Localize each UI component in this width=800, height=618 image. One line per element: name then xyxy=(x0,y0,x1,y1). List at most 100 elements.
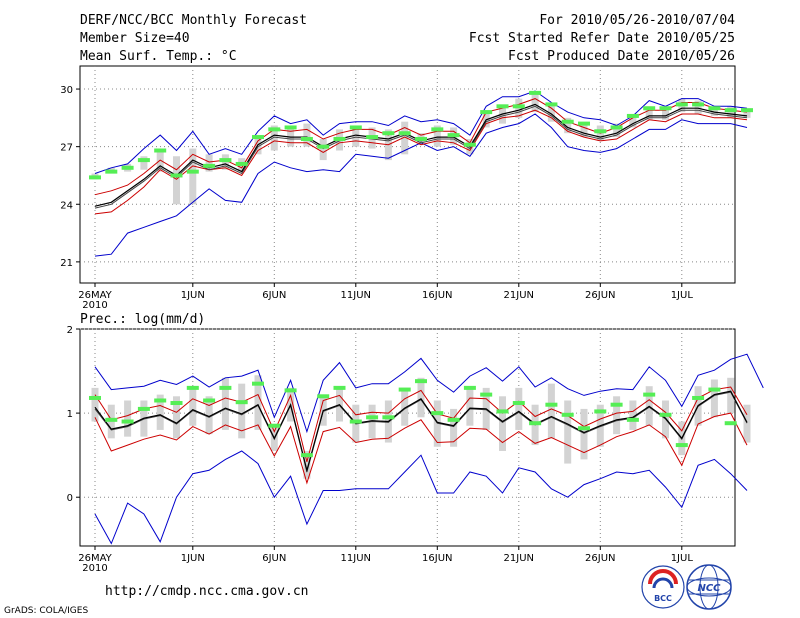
precip-spread-box xyxy=(450,408,458,447)
precip-xtick-label: 26MAY xyxy=(78,553,112,564)
precip-ytick-label: 1 xyxy=(67,409,73,420)
temp-spread-box xyxy=(531,92,539,113)
precip-spread-box xyxy=(221,377,229,430)
temp-observed-mark xyxy=(186,169,199,174)
precip-observed-mark xyxy=(349,419,362,424)
chart-title: DERF/NCC/BCC Monthly Forecast xyxy=(80,13,307,28)
precip-xtick-label: 16JUN xyxy=(422,553,452,564)
temp-observed-mark xyxy=(626,113,639,118)
precip-max-line xyxy=(94,353,764,434)
source-url[interactable]: http://cmdp.ncc.cma.gov.cn xyxy=(105,584,309,599)
precip-observed-mark xyxy=(643,392,656,397)
temp-spread-box xyxy=(352,125,360,147)
produced-date: Fcst Produced Date 2010/05/26 xyxy=(508,49,735,64)
temp-spread-box xyxy=(564,117,572,134)
precip-observed-mark xyxy=(415,379,427,384)
precip-spread-box xyxy=(189,387,197,426)
precip-spread-box xyxy=(580,408,588,460)
temp-observed-mark xyxy=(235,161,248,166)
temp-spread-box xyxy=(710,106,718,116)
precip-spread-box xyxy=(564,400,572,464)
temp-spread-box xyxy=(580,123,588,138)
precip-ytick-label: 2 xyxy=(67,325,73,336)
precip-min-line xyxy=(94,450,748,545)
ncc-logo-text: NCC xyxy=(697,583,721,594)
temp-observed-mark xyxy=(594,129,607,134)
precip-observed-mark xyxy=(545,402,558,407)
precip-upper-line xyxy=(94,386,748,463)
precip-observed-mark xyxy=(447,417,460,422)
temp-observed-mark xyxy=(496,104,509,109)
temp-observed-mark xyxy=(154,148,167,153)
temp-observed-mark xyxy=(675,102,688,107)
temp-observed-mark xyxy=(121,165,134,170)
temp-observed-mark xyxy=(300,136,313,141)
precip-xtick-label: 6JUN xyxy=(262,553,286,564)
temp-observed-mark xyxy=(398,131,411,136)
precip-xtick-label: 1JUN xyxy=(181,553,205,564)
precip-xtick-label: 21JUN xyxy=(504,553,534,564)
precip-observed-mark xyxy=(252,381,264,386)
precip-spread-box xyxy=(499,396,506,451)
precip-observed-mark xyxy=(398,387,411,392)
precip-spread-box xyxy=(547,383,555,439)
precip-spread-box xyxy=(417,377,425,418)
temp-observed-mark xyxy=(284,125,297,130)
precip-observed-mark xyxy=(300,453,313,458)
temp-ytick-label: 24 xyxy=(60,200,73,211)
temp-spread-box xyxy=(482,110,490,128)
temp-xtick-label: 26JUN xyxy=(585,290,615,301)
precip-observed-mark xyxy=(317,394,330,399)
forecast-period: For 2010/05/26-2010/07/04 xyxy=(539,13,735,28)
temp-spread-box xyxy=(645,106,653,120)
precip-observed-mark xyxy=(154,398,167,403)
precip-observed-mark xyxy=(186,385,199,390)
temp-observed-mark xyxy=(561,119,574,124)
temp-observed-mark xyxy=(366,135,379,140)
precip-observed-mark xyxy=(578,426,590,431)
precip-observed-mark xyxy=(121,419,134,424)
temp-lower-line xyxy=(94,109,748,215)
temp-observed-mark xyxy=(219,158,232,163)
precip-observed-mark xyxy=(626,417,639,422)
temp-spread-box xyxy=(319,138,327,161)
temp-spread-box xyxy=(205,154,213,172)
precip-ytick-label: 0 xyxy=(67,493,73,504)
temp-xtick-year: 2010 xyxy=(82,300,107,311)
temp-ytick-label: 27 xyxy=(60,143,73,154)
temp-observed-mark xyxy=(578,121,590,126)
temp-observed-mark xyxy=(529,90,542,95)
temp-observed-mark xyxy=(333,136,346,141)
precip-xtick-label: 26JUN xyxy=(585,553,615,564)
temp-ytick-label: 21 xyxy=(60,258,73,269)
precip-observed-mark xyxy=(512,401,525,406)
precip-spread-box xyxy=(401,387,409,426)
precip-observed-mark xyxy=(137,406,150,411)
precip-observed-mark xyxy=(529,421,542,426)
precip-panel-frame xyxy=(79,328,736,547)
precip-observed-mark xyxy=(480,392,493,397)
precip-observed-mark xyxy=(219,385,232,390)
precip-variable-label: Prec.: log(mm/d) xyxy=(80,312,205,327)
temp-observed-mark xyxy=(724,108,737,113)
precip-observed-mark xyxy=(463,385,476,390)
temp-observed-mark xyxy=(415,136,427,141)
temp-spread-box xyxy=(662,106,669,120)
temp-spread-box xyxy=(629,115,637,128)
temp-spread-box xyxy=(173,156,180,205)
temp-xtick-label: 16JUN xyxy=(422,290,452,301)
temp-spread-box xyxy=(401,121,409,155)
temp-observed-mark xyxy=(447,133,460,138)
precip-observed-mark xyxy=(89,395,101,400)
temp-spread-box xyxy=(303,123,311,147)
precip-observed-mark xyxy=(692,395,705,400)
temp-observed-mark xyxy=(268,127,281,132)
precip-spread-box xyxy=(710,379,718,418)
precip-lower-line xyxy=(94,412,748,485)
precip-observed-mark xyxy=(382,415,395,420)
precip-xtick-label: 11JUN xyxy=(341,553,371,564)
bcc-logo-text: BCC xyxy=(654,594,672,603)
precip-observed-mark xyxy=(268,423,281,428)
